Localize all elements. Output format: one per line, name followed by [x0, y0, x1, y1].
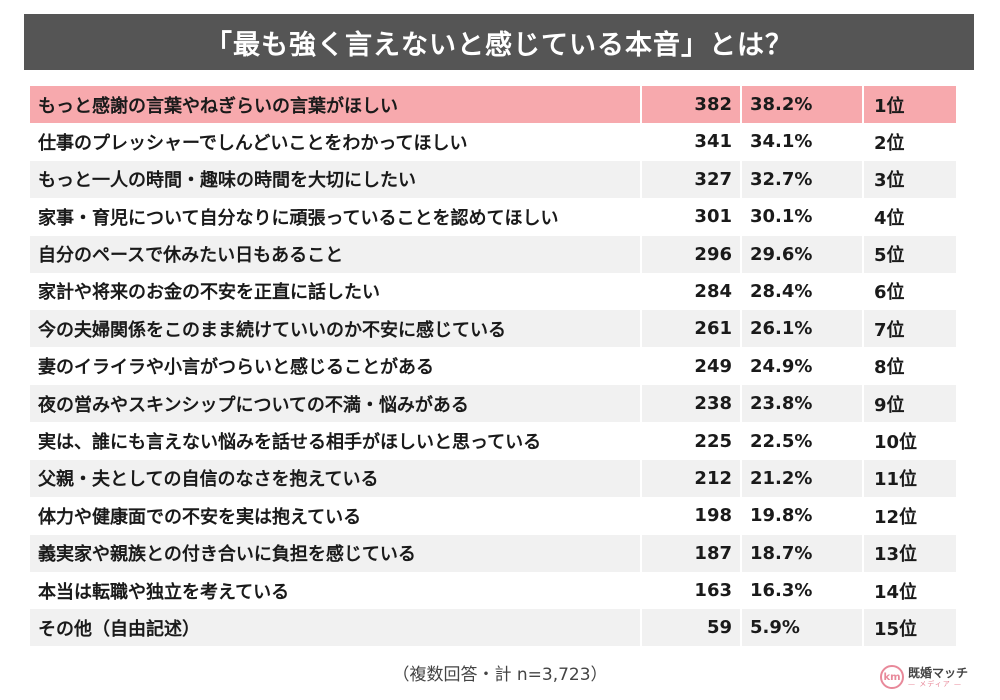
row-count: 187: [640, 534, 740, 572]
row-rank: 12位: [862, 497, 956, 535]
row-rank: 15位: [862, 609, 956, 647]
row-count: 163: [640, 572, 740, 610]
table-row: 妻のイライラや小言がつらいと感じることがある 249 24.9% 8位: [30, 347, 956, 385]
logo-main: 既婚マッチ: [908, 665, 969, 680]
row-label: 家事・育児について自分なりに頑張っていることを認めてほしい: [38, 207, 559, 229]
row-percent: 19.8%: [740, 497, 862, 535]
ranking-table: もっと感謝の言葉やねぎらいの言葉がほしい 382 38.2% 1位 仕事のプレッシャーで…: [30, 86, 956, 647]
table-row: もっと一人の時間・趣味の時間を大切にしたい 327 32.7% 3位: [30, 160, 956, 198]
row-count: 327: [640, 160, 740, 198]
row-percent: 34.1%: [740, 123, 862, 161]
row-label: 妻のイライラや小言がつらいと感じることがある: [38, 357, 434, 379]
row-rank: 13位: [862, 534, 956, 572]
row-percent: 38.2%: [740, 86, 862, 123]
row-label: 義実家や親族との付き合いに負担を感じている: [38, 544, 416, 566]
title-bar: 「最も強く言えないと感じている本音」とは？: [24, 14, 974, 70]
row-rank: 3位: [862, 160, 956, 198]
row-label: もっと一人の時間・趣味の時間を大切にしたい: [38, 170, 416, 192]
row-label: 実は、誰にも言えない悩みを話せる相手がほしいと思っている: [38, 432, 542, 454]
logo: km 既婚マッチ — メディア —: [880, 662, 990, 692]
row-percent: 24.9%: [740, 347, 862, 385]
row-count: 301: [640, 198, 740, 236]
table-row: 仕事のプレッシャーでしんどいことをわかってほしい 341 34.1% 2位: [30, 123, 956, 161]
row-label: 本当は転職や独立を考えている: [38, 581, 290, 603]
row-rank: 10位: [862, 422, 956, 460]
row-rank: 9位: [862, 385, 956, 423]
row-percent: 23.8%: [740, 385, 862, 423]
table-row: 実は、誰にも言えない悩みを話せる相手がほしいと思っている 225 22.5% 10位: [30, 422, 956, 460]
row-label: 体力や健康面での不安を実は抱えている: [38, 506, 362, 528]
row-rank: 11位: [862, 459, 956, 497]
row-count: 284: [640, 272, 740, 310]
row-label: 仕事のプレッシャーでしんどいことをわかってほしい: [38, 132, 468, 154]
table-row: その他（自由記述） 59 5.9% 15位: [30, 609, 956, 647]
row-count: 238: [640, 385, 740, 423]
row-rank: 2位: [862, 123, 956, 161]
row-count: 249: [640, 347, 740, 385]
row-percent: 26.1%: [740, 310, 862, 348]
footnote: （複数回答・計 n=3,723）: [392, 665, 608, 685]
table-row: 父親・夫としての自信のなさを抱えている 212 21.2% 11位: [30, 459, 956, 497]
row-count: 261: [640, 310, 740, 348]
table-row: 家事・育児について自分なりに頑張っていることを認めてほしい 301 30.1% 4位: [30, 198, 956, 236]
row-count: 296: [640, 235, 740, 273]
row-rank: 7位: [862, 310, 956, 348]
chart-title: 「最も強く言えないと感じている本音」とは？: [205, 29, 793, 61]
logo-mark-icon: km: [880, 665, 904, 689]
table-row: 本当は転職や独立を考えている 163 16.3% 14位: [30, 572, 956, 610]
row-rank: 6位: [862, 272, 956, 310]
row-label: その他（自由記述）: [38, 618, 200, 640]
logo-text: 既婚マッチ — メディア —: [908, 667, 968, 688]
table-row: 家計や将来のお金の不安を正直に話したい 284 28.4% 6位: [30, 272, 956, 310]
row-percent: 22.5%: [740, 422, 862, 460]
row-rank: 14位: [862, 572, 956, 610]
table-row: 今の夫婦関係をこのまま続けていいのか不安に感じている 261 26.1% 7位: [30, 310, 956, 348]
row-rank: 1位: [862, 86, 956, 123]
row-count: 341: [640, 123, 740, 161]
row-label: 自分のペースで休みたい日もあること: [38, 245, 344, 267]
table-row: もっと感謝の言葉やねぎらいの言葉がほしい 382 38.2% 1位: [30, 86, 956, 123]
row-label: もっと感謝の言葉やねぎらいの言葉がほしい: [38, 95, 398, 117]
row-percent: 29.6%: [740, 235, 862, 273]
row-label: 父親・夫としての自信のなさを抱えている: [38, 469, 379, 491]
row-label: 家計や将来のお金の不安を正直に話したい: [38, 282, 380, 304]
table-row: 自分のペースで休みたい日もあること 296 29.6% 5位: [30, 235, 956, 273]
row-percent: 30.1%: [740, 198, 862, 236]
row-percent: 18.7%: [740, 534, 862, 572]
row-count: 59: [640, 609, 740, 647]
table-row: 義実家や親族との付き合いに負担を感じている 187 18.7% 13位: [30, 534, 956, 572]
row-rank: 4位: [862, 198, 956, 236]
row-rank: 5位: [862, 235, 956, 273]
row-count: 212: [640, 459, 740, 497]
row-rank: 8位: [862, 347, 956, 385]
row-percent: 5.9%: [740, 609, 862, 647]
logo-sub: — メディア —: [908, 679, 962, 688]
row-percent: 16.3%: [740, 572, 862, 610]
row-count: 198: [640, 497, 740, 535]
table-row: 体力や健康面での不安を実は抱えている 198 19.8% 12位: [30, 497, 956, 535]
row-percent: 32.7%: [740, 160, 862, 198]
row-label: 今の夫婦関係をこのまま続けていいのか不安に感じている: [38, 319, 506, 341]
row-percent: 28.4%: [740, 272, 862, 310]
row-label: 夜の営みやスキンシップについての不満・悩みがある: [38, 394, 469, 416]
row-count: 382: [640, 86, 740, 123]
row-percent: 21.2%: [740, 459, 862, 497]
row-count: 225: [640, 422, 740, 460]
table-row: 夜の営みやスキンシップについての不満・悩みがある 238 23.8% 9位: [30, 385, 956, 423]
